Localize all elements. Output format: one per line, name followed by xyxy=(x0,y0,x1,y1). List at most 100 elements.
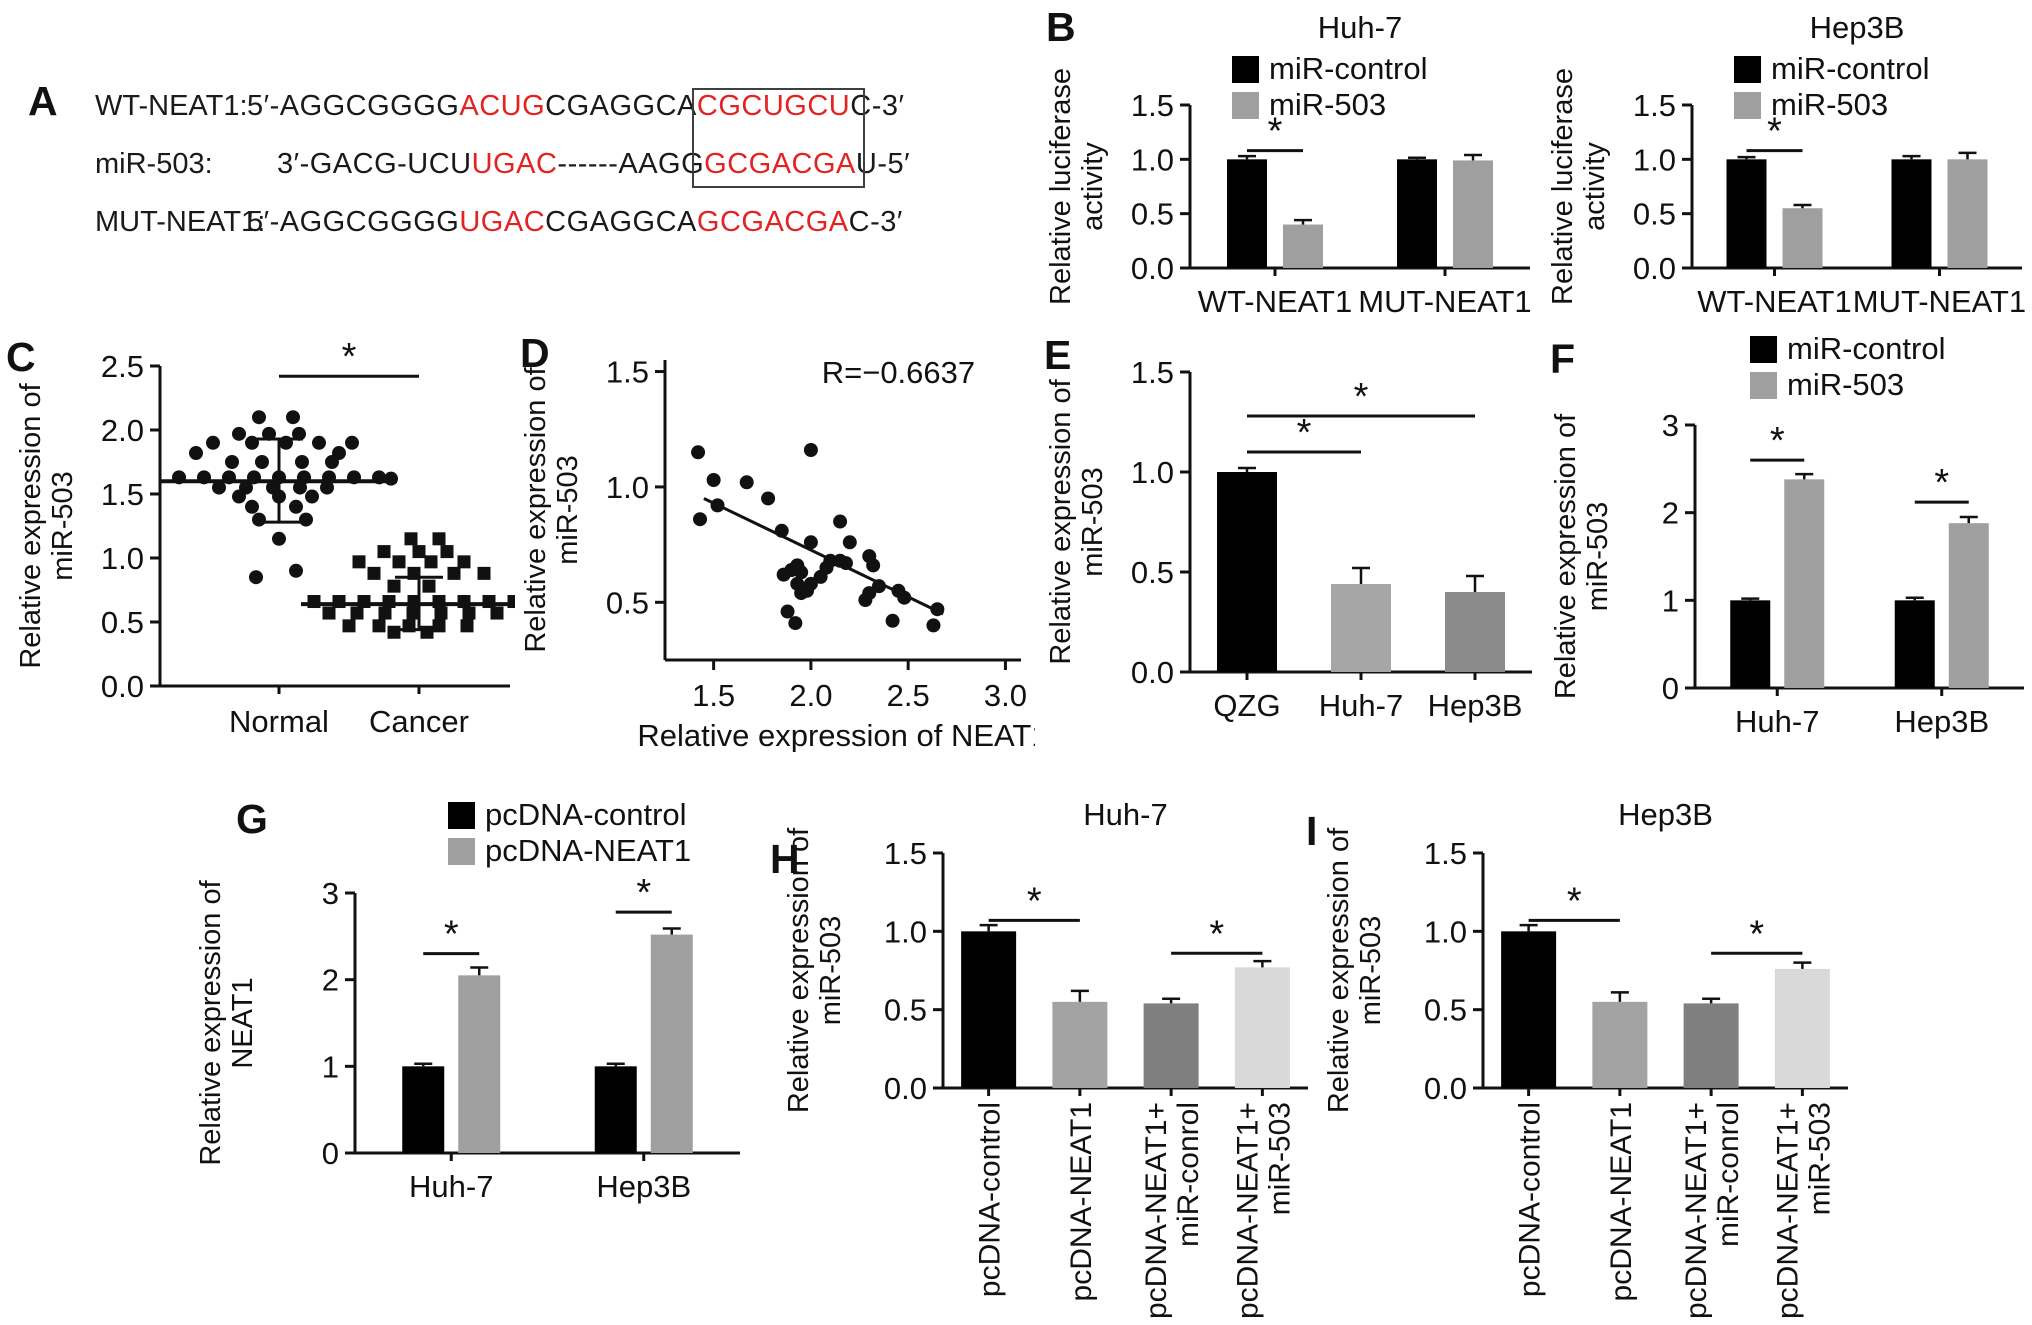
svg-text:miR-503: miR-503 xyxy=(1263,1102,1296,1215)
chart-d-correlation: 0.5 1.0 1.5 Relative expression of miR-503 1.… xyxy=(515,332,1049,757)
svg-text:pcDNA-NEAT1: pcDNA-NEAT1 xyxy=(1065,1102,1098,1301)
svg-text:miR-conrol: miR-conrol xyxy=(1712,1102,1745,1247)
panel-letter-h: H xyxy=(770,836,800,882)
chart-e-cell-lines-svg: 0.0 0.5 1.0 1.5 Relative expression of miR-50… xyxy=(1045,355,1532,723)
svg-text:pcDNA-NEAT1: pcDNA-NEAT1 xyxy=(1605,1102,1638,1301)
svg-text:*: * xyxy=(1209,913,1224,955)
sequence-segment: C-3′ xyxy=(850,90,905,122)
svg-text:1.5: 1.5 xyxy=(692,678,735,713)
svg-text:pcDNA-NEAT1+: pcDNA-NEAT1+ xyxy=(1771,1102,1804,1319)
sequence-row: WT-NEAT1: 5′-AGGCGGGGACUGCGAGGCACGCUGCUC-… xyxy=(95,90,1095,148)
sequence-segment: CGAGGCA xyxy=(545,206,697,238)
svg-text:0: 0 xyxy=(1662,671,1679,706)
svg-text:miR-503: miR-503 xyxy=(815,916,847,1026)
chart-d-correlation-svg: 0.5 1.0 1.5 Relative expression of miR-503 1.… xyxy=(520,355,1049,753)
svg-text:pcDNA-NEAT1+: pcDNA-NEAT1+ xyxy=(1231,1102,1264,1319)
sequence-segment: C-3′ xyxy=(848,206,903,238)
svg-text:0.0: 0.0 xyxy=(1633,251,1676,286)
svg-text:3: 3 xyxy=(322,876,339,911)
panel-letter-e: E xyxy=(1044,332,1072,378)
svg-text:miR-503: miR-503 xyxy=(552,455,584,565)
sequence-segment: 5′-AGGCGGGG xyxy=(247,206,460,238)
svg-text:miR-503: miR-503 xyxy=(1803,1102,1836,1215)
panel-letter-g: G xyxy=(236,796,268,842)
svg-text:1.0: 1.0 xyxy=(1131,142,1174,177)
svg-text:*: * xyxy=(342,336,357,378)
svg-text:Huh-7: Huh-7 xyxy=(1083,797,1167,832)
svg-text:Relative expression of NEAT1: Relative expression of NEAT1 xyxy=(637,718,1035,752)
svg-text:0: 0 xyxy=(322,1136,339,1171)
sequence-text: 3′-GACG-UCUUGAC------AAGGGCGACGAU-5′ xyxy=(277,148,910,181)
svg-text:1.5: 1.5 xyxy=(1633,88,1676,123)
svg-text:miR-control: miR-control xyxy=(1771,51,1929,86)
svg-text:0.0: 0.0 xyxy=(1131,655,1174,690)
chart-e-cell-lines: 0.0 0.5 1.0 1.5 Relative expression of miR-50… xyxy=(1040,330,1540,755)
sequence-name-label: miR-503: xyxy=(95,148,213,180)
svg-text:1.5: 1.5 xyxy=(1131,88,1174,123)
svg-text:Hep3B: Hep3B xyxy=(596,1169,691,1204)
sequence-text: 5′-AGGCGGGGUGACCGAGGCAGCGACGAC-3′ xyxy=(247,206,903,239)
svg-text:MUT-NEAT1: MUT-NEAT1 xyxy=(1358,284,1531,319)
svg-text:1.5: 1.5 xyxy=(1424,836,1467,871)
chart-b-hep3b: 0.0 0.5 1.0 1.5 Relative luciferase activity H… xyxy=(1542,10,2032,335)
svg-text:Relative expression of: Relative expression of xyxy=(520,366,552,652)
svg-text:miR-503: miR-503 xyxy=(1582,502,1614,612)
svg-text:Relative luciferase: Relative luciferase xyxy=(1045,68,1077,305)
svg-text:miR-control: miR-control xyxy=(1269,51,1427,86)
svg-text:*: * xyxy=(444,914,459,956)
svg-text:WT-NEAT1: WT-NEAT1 xyxy=(1697,284,1851,319)
svg-text:1.0: 1.0 xyxy=(101,541,144,576)
sequence-row: MUT-NEAT1: 5′-AGGCGGGGUGACCGAGGCAGCGACGAC… xyxy=(95,206,1095,264)
svg-text:1.5: 1.5 xyxy=(1131,355,1174,390)
svg-text:1: 1 xyxy=(1662,583,1679,618)
svg-text:0.5: 0.5 xyxy=(1131,197,1174,232)
sequence-segment: 3′-GACG-UCU xyxy=(277,148,472,180)
panel-letter-f: F xyxy=(1550,336,1576,382)
svg-text:Relative expression of: Relative expression of xyxy=(783,827,815,1113)
chart-c-dotplot-svg: 0.0 0.5 1.0 1.5 2.0 2.5 Relative expression of… xyxy=(15,336,537,739)
svg-text:0.0: 0.0 xyxy=(1131,251,1174,286)
svg-text:*: * xyxy=(1027,880,1042,922)
svg-text:0.5: 0.5 xyxy=(606,585,649,620)
svg-text:3: 3 xyxy=(1662,408,1679,443)
svg-text:2: 2 xyxy=(1662,496,1679,531)
svg-text:3.0: 3.0 xyxy=(984,678,1027,713)
svg-text:Hep3B: Hep3B xyxy=(1618,797,1713,832)
svg-text:miR-503: miR-503 xyxy=(1787,367,1904,402)
sequence-segment-highlighted: GCGACGA xyxy=(704,148,856,180)
svg-text:1.0: 1.0 xyxy=(1131,455,1174,490)
svg-text:Relative expression of: Relative expression of xyxy=(195,879,227,1165)
svg-text:WT-NEAT1: WT-NEAT1 xyxy=(1198,284,1352,319)
panel-letter-b: B xyxy=(1046,4,1076,50)
svg-text:1.5: 1.5 xyxy=(101,477,144,512)
svg-text:Normal: Normal xyxy=(229,704,329,739)
svg-text:Huh-7: Huh-7 xyxy=(1319,688,1403,723)
svg-text:*: * xyxy=(636,872,651,914)
sequence-segment: CGAGGCA xyxy=(545,90,697,122)
svg-text:0.0: 0.0 xyxy=(101,669,144,704)
svg-text:miR-503: miR-503 xyxy=(47,471,79,581)
svg-text:miR-control: miR-control xyxy=(1787,331,1945,366)
panel-letter-i: I xyxy=(1306,808,1318,854)
panel-letter-a: A xyxy=(28,78,58,124)
svg-text:activity: activity xyxy=(1579,142,1611,231)
sequence-row: miR-503: 3′-GACG-UCUUGAC------AAGGGCGACGA… xyxy=(95,148,1095,206)
svg-text:1.5: 1.5 xyxy=(606,355,649,390)
svg-text:2.5: 2.5 xyxy=(101,349,144,384)
svg-text:miR-503: miR-503 xyxy=(1355,916,1387,1026)
svg-text:R=−0.6637: R=−0.6637 xyxy=(822,355,975,390)
svg-text:2.0: 2.0 xyxy=(789,678,832,713)
svg-text:1.0: 1.0 xyxy=(1633,142,1676,177)
svg-text:Huh-7: Huh-7 xyxy=(1318,10,1402,45)
svg-text:miR-503: miR-503 xyxy=(1269,87,1386,122)
svg-text:Huh-7: Huh-7 xyxy=(409,1169,493,1204)
svg-text:Hep3B: Hep3B xyxy=(1894,704,1989,739)
sequence-alignment-panel: WT-NEAT1: 5′-AGGCGGGGACUGCGAGGCACGCUGCUC-… xyxy=(95,88,1095,264)
svg-text:miR-503: miR-503 xyxy=(1771,87,1888,122)
sequence-text: 5′-AGGCGGGGACUGCGAGGCACGCUGCUC-3′ xyxy=(247,90,904,123)
sequence-segment-highlighted: CGCUGCU xyxy=(696,90,851,122)
chart-i-rescue-hep3b: 0.0 0.5 1.0 1.5 Relative expression of miR-50… xyxy=(1318,795,1858,1325)
sequence-name-label: WT-NEAT1: xyxy=(95,90,248,122)
panel-letter-c: C xyxy=(6,334,36,380)
